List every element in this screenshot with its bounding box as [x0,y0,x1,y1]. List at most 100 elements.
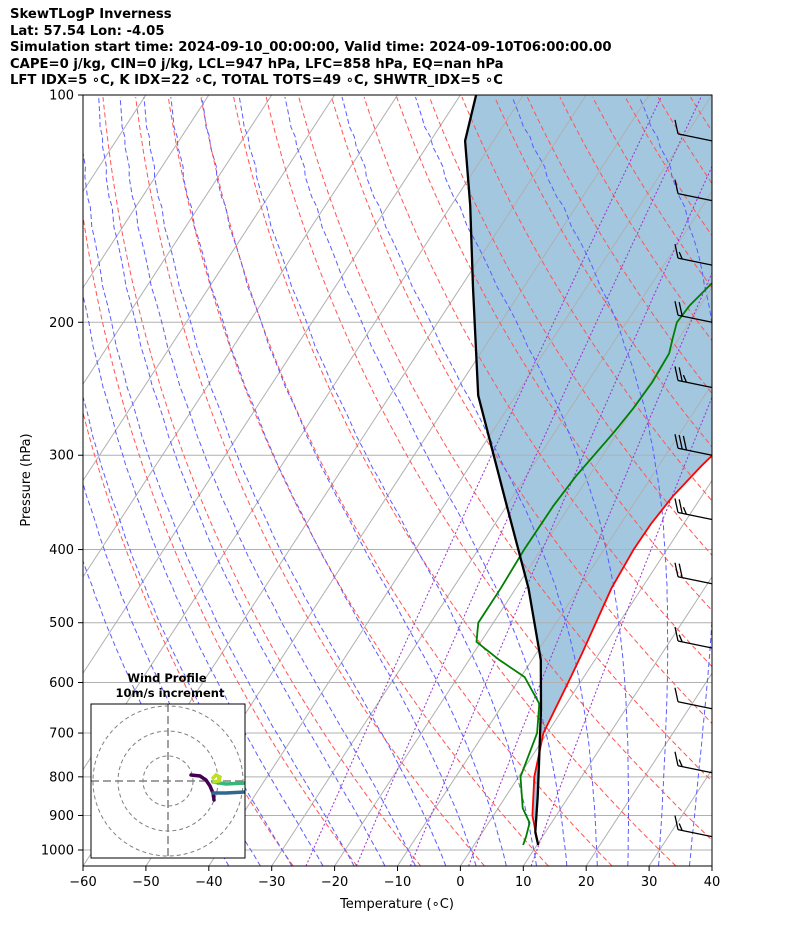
isotherm-gridline [208,95,712,866]
y-tick-label: 900 [49,809,74,824]
y-axis-label: Pressure (hPa) [19,433,34,526]
moist-adiabat [98,96,386,866]
y-tick-label: 500 [49,616,74,631]
isotherm-gridline [83,95,273,386]
dry-adiabat [396,96,712,612]
inset-frame [90,703,246,859]
dry-adiabat [135,96,485,866]
x-tick-label: −30 [258,875,285,890]
axes: −60 −50 −40 −30 −20 −10 0 10 20 30 40 100 200 300 400 5… [41,89,720,891]
time-line: Simulation start time: 2024-09-10_00:00:… [10,40,612,56]
x-axis-label: Temperature (∘C) [339,897,454,912]
x-tick-label: 10 [515,875,532,890]
dry-adiabat [723,97,794,866]
x-tick-label: 20 [578,875,595,890]
dewpoint-profile [475,281,712,846]
indices-line-2: LFT IDX=5 ∘C, K IDX=22 ∘C, TOTAL TOTS=49… [10,73,503,89]
dry-adiabat [331,96,712,725]
x-tick-label: 0 [456,875,464,890]
y-tick-label: 600 [49,676,74,691]
wind-barb [674,179,713,202]
y-tick-label: 200 [49,316,74,331]
indices-line-1: CAPE=0 j/kg, CIN=0 j/kg, LCL=947 hPa, LF… [10,56,504,72]
dry-adiabat [494,96,712,448]
inset-title: Wind Profile [127,671,207,685]
y-tick-label: 300 [49,449,74,464]
y-tick-label: 100 [49,89,74,104]
chart-title: SkewTLogP Inverness [10,7,172,22]
dry-adiabat [363,96,712,668]
dry-adiabat [526,96,712,395]
moist-adiabat [720,97,788,866]
moist-adiabat [752,97,794,866]
wind-barb [674,687,713,710]
x-tick-label: −40 [195,875,222,890]
wind-barb [674,498,713,521]
wind-barb [674,815,713,838]
y-tick-label: 800 [49,770,74,785]
dry-adiabat [298,96,712,782]
x-tick-label: 30 [641,875,658,890]
wind-barb [674,626,713,649]
wind-barb [674,366,713,389]
hodograph-trace [211,772,223,784]
chart-header: SkewTLogP Inverness Lat: 57.54 Lon: -4.0… [10,7,612,90]
dry-adiabat [200,96,613,866]
mixing-ratio-line [355,96,702,866]
dry-adiabat [756,97,794,866]
isotherm-gridline [83,95,336,482]
wind-profile-inset: Wind Profile 10m/s increment [90,671,246,859]
temperature-profile [531,454,712,846]
moist-adiabat [143,96,447,866]
moist-adiabat [201,96,507,866]
moist-adiabat [284,96,568,866]
cape-shading [465,95,712,845]
parcel-profile [463,95,543,846]
isotherm-gridline [585,672,712,866]
mixing-ratio-line [305,96,662,866]
x-tick-label: −60 [69,875,96,890]
x-tick-label: −10 [384,875,411,890]
dry-adiabat [102,96,422,866]
dry-adiabat [83,212,358,866]
dry-adiabat [233,96,677,866]
isotherm-gridline [83,95,461,675]
wind-barb [674,562,713,585]
inset-subtitle: 10m/s increment [116,686,225,700]
moist-adiabat [638,96,712,866]
y-tick-label: 400 [49,543,74,558]
isotherm-gridline [711,865,712,866]
moist-adiabat [415,96,630,866]
wind-barb [674,243,713,266]
x-tick-label: −50 [132,875,159,890]
dry-adiabat [592,96,712,289]
moist-adiabat [170,96,477,866]
moist-adiabat [83,150,355,866]
mixing-ratio-line [468,271,712,866]
wind-barb [674,434,713,456]
hodograph-trace [211,790,245,795]
moist-adiabat [341,96,598,866]
y-tick-label: 700 [49,727,74,742]
moist-adiabat [238,96,537,866]
isotherm-gridline [271,190,712,866]
dry-adiabat [265,96,712,841]
location-line: Lat: 57.54 Lon: -4.05 [10,23,165,39]
x-tick-label: 40 [704,875,721,890]
isotherm-gridline [334,286,712,866]
dry-adiabat [428,96,712,557]
wind-barb [674,751,713,774]
moist-adiabat [511,96,669,866]
dry-adiabat [167,96,549,866]
isotherm-gridline [83,95,210,289]
x-tick-label: −20 [321,875,348,890]
moist-adiabat [119,96,416,866]
wind-barb [674,301,713,323]
wind-barbs [674,119,713,838]
y-tick-label: 1000 [41,844,74,859]
isotherm-gridline [522,575,712,866]
wind-barb [674,119,713,142]
moist-adiabat [83,293,324,866]
isotherm-gridline [83,95,398,578]
